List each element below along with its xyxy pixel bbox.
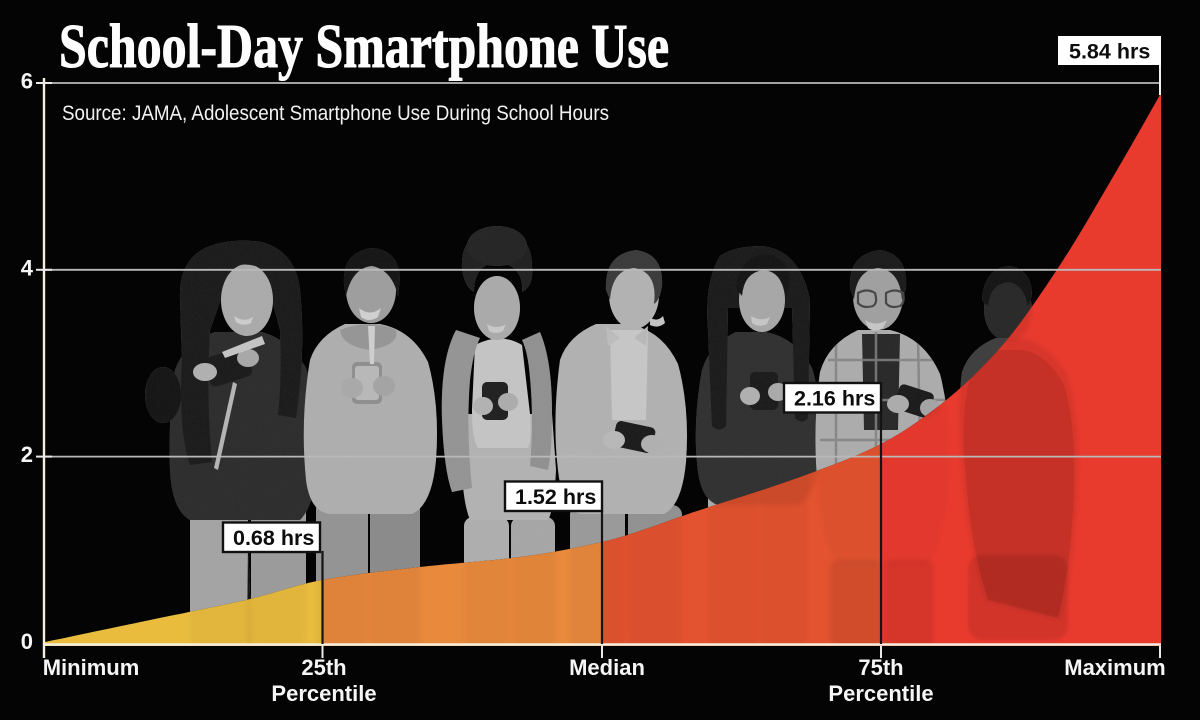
svg-text:0: 0: [21, 629, 33, 654]
svg-text:Minimum: Minimum: [43, 655, 140, 680]
svg-text:Percentile: Percentile: [271, 681, 376, 706]
svg-text:1.52 hrs: 1.52 hrs: [515, 485, 596, 509]
svg-text:75th: 75th: [858, 655, 903, 680]
svg-text:Maximum: Maximum: [1064, 655, 1165, 680]
svg-text:5.84 hrs: 5.84 hrs: [1069, 40, 1150, 64]
svg-text:25th: 25th: [301, 655, 346, 680]
svg-text:2: 2: [21, 442, 33, 467]
svg-text:0.68 hrs: 0.68 hrs: [233, 526, 314, 550]
svg-text:Percentile: Percentile: [828, 681, 933, 706]
svg-text:School-Day Smartphone Use: School-Day Smartphone Use: [59, 13, 669, 81]
svg-text:6: 6: [21, 69, 33, 94]
svg-text:4: 4: [21, 255, 34, 280]
svg-text:2.16 hrs: 2.16 hrs: [794, 387, 875, 411]
svg-text:Source: JAMA, Adolescent Smart: Source: JAMA, Adolescent Smartphone Use …: [62, 102, 609, 125]
svg-text:Median: Median: [569, 655, 645, 680]
